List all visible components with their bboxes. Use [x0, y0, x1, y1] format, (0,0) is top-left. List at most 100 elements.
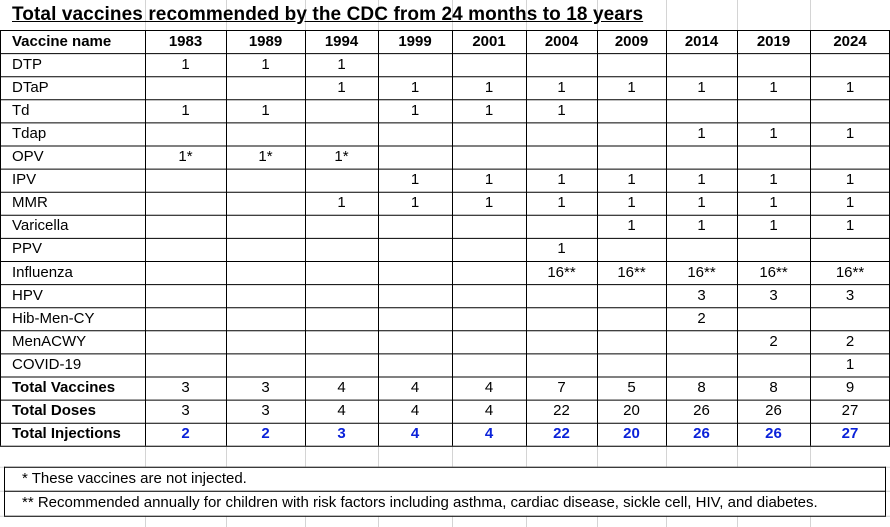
- dose-cell: 1: [484, 194, 494, 212]
- dose-cell: [226, 192, 305, 215]
- dose-cell: [378, 122, 452, 145]
- dose-cell: [452, 261, 526, 284]
- total-value-cell: 4: [410, 425, 420, 443]
- total-value-cell: 26: [765, 402, 782, 420]
- dose-cell: 1: [410, 78, 420, 96]
- dose-cell: 1: [845, 217, 855, 235]
- column-header-year: 1999: [398, 32, 432, 50]
- dose-cell: 2: [769, 332, 778, 350]
- dose-cell: 16**: [759, 263, 788, 281]
- total-value-cell: 4: [410, 379, 420, 397]
- dose-cell: [226, 122, 305, 145]
- total-value-cell: 27: [841, 402, 859, 420]
- dose-cell: 1: [627, 171, 636, 189]
- column-header-year: 1989: [248, 32, 283, 50]
- total-value-cell: 20: [623, 425, 640, 443]
- dose-cell: [226, 215, 305, 238]
- dose-cell: 1: [697, 171, 706, 189]
- total-value-cell: 27: [841, 425, 859, 443]
- dose-cell: [378, 238, 452, 261]
- dose-cell: [305, 330, 378, 353]
- dose-cell: 1: [410, 101, 420, 119]
- dose-cell: 3: [845, 286, 855, 304]
- total-value-cell: 22: [553, 425, 570, 443]
- vaccine-name-cell: HPV: [12, 286, 43, 304]
- dose-cell: 1: [261, 101, 270, 119]
- dose-cell: [378, 284, 452, 307]
- dose-cell: 1*: [178, 148, 193, 166]
- column-header-year: 2001: [472, 32, 506, 50]
- dose-cell: 1: [484, 101, 494, 119]
- dose-cell: [666, 53, 737, 76]
- dose-cell: 1: [845, 355, 855, 373]
- dose-cell: 1: [845, 124, 855, 142]
- dose-cell: [526, 353, 597, 376]
- column-header-year: 2004: [544, 32, 579, 50]
- dose-cell: [526, 215, 597, 238]
- dose-cell: 1: [697, 194, 706, 212]
- total-value-cell: 3: [261, 379, 270, 397]
- dose-cell: 1: [769, 217, 778, 235]
- vaccine-name-cell: OPV: [12, 148, 44, 166]
- dose-cell: [810, 238, 890, 261]
- dose-cell: [378, 146, 452, 169]
- dose-cell: [305, 215, 378, 238]
- total-label-cell: Total Vaccines: [12, 379, 116, 397]
- total-label-cell: Total Injections: [12, 425, 121, 443]
- dose-cell: 1: [769, 171, 778, 189]
- footnote-double-asterisk: ** Recommended annually for children wit…: [22, 494, 818, 512]
- total-value-cell: 4: [410, 402, 420, 420]
- dose-cell: [597, 353, 666, 376]
- dose-cell: 1*: [334, 148, 349, 166]
- dose-cell: [226, 330, 305, 353]
- column-header-year: 1983: [168, 32, 203, 50]
- dose-cell: [597, 146, 666, 169]
- dose-cell: [145, 307, 226, 330]
- dose-cell: 1: [337, 194, 346, 212]
- dose-cell: [526, 146, 597, 169]
- vaccine-name-cell: DTP: [12, 55, 42, 73]
- dose-cell: 16**: [687, 263, 716, 281]
- total-value-cell: 4: [337, 402, 346, 420]
- dose-cell: [737, 146, 810, 169]
- dose-cell: 1: [845, 194, 855, 212]
- total-value-cell: 5: [627, 379, 636, 397]
- total-value-cell: 26: [693, 402, 710, 420]
- dose-cell: 1: [181, 101, 190, 119]
- total-value-cell: 7: [557, 379, 566, 397]
- dose-cell: [378, 307, 452, 330]
- dose-cell: [305, 238, 378, 261]
- dose-cell: [305, 307, 378, 330]
- vaccine-name-cell: PPV: [12, 240, 43, 258]
- dose-cell: [526, 307, 597, 330]
- dose-cell: [597, 99, 666, 122]
- vaccine-name-cell: MenACWY: [12, 332, 87, 350]
- dose-cell: [452, 215, 526, 238]
- dose-cell: 2: [845, 332, 855, 350]
- dose-cell: 1: [181, 55, 190, 73]
- dose-cell: [145, 238, 226, 261]
- dose-cell: [810, 99, 890, 122]
- dose-cell: [452, 238, 526, 261]
- dose-cell: [597, 122, 666, 145]
- dose-cell: [305, 122, 378, 145]
- dose-cell: [452, 353, 526, 376]
- total-value-cell: 2: [181, 425, 190, 443]
- dose-cell: [305, 169, 378, 192]
- dose-cell: [452, 330, 526, 353]
- total-value-cell: 3: [337, 425, 346, 443]
- dose-cell: [737, 353, 810, 376]
- vaccine-name-cell: Tdap: [12, 124, 47, 142]
- dose-cell: [145, 76, 226, 99]
- total-value-cell: 22: [553, 402, 570, 420]
- column-header-year: 2014: [684, 32, 719, 50]
- total-value-cell: 26: [693, 425, 710, 443]
- vaccine-name-cell: Varicella: [12, 217, 69, 235]
- footnote-single-asterisk: * These vaccines are not injected.: [22, 469, 247, 487]
- dose-cell: [378, 261, 452, 284]
- column-header-year: 2019: [756, 32, 791, 50]
- sheet-title: Total vaccines recommended by the CDC fr…: [12, 4, 644, 25]
- total-value-cell: 3: [261, 402, 270, 420]
- dose-cell: 1: [557, 101, 566, 119]
